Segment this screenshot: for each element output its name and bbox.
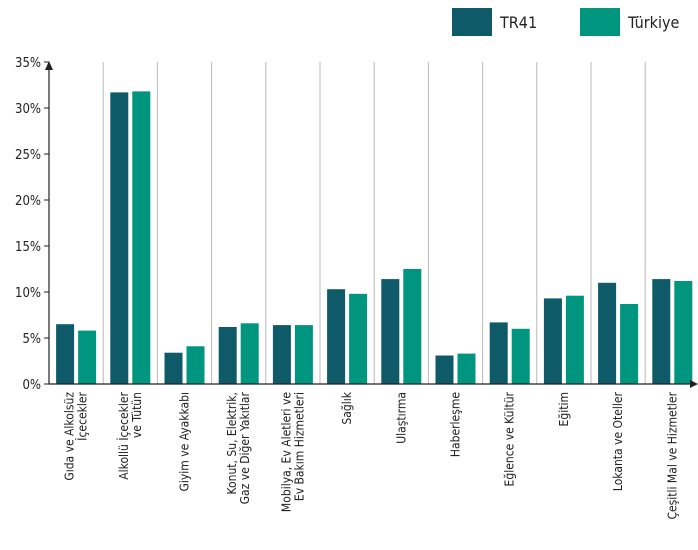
category-label-line: Konut, Su, Elektrik, (225, 392, 239, 494)
category-label-line: Giyim ve Ayakkabı (178, 392, 192, 492)
legend-swatch-tr41 (452, 8, 492, 36)
y-axis-arrow-icon (45, 61, 53, 70)
bar-türkiye-2 (186, 346, 205, 384)
y-tick-label: 15% (15, 240, 41, 255)
bar-türkiye-10 (620, 304, 639, 384)
grid-lines (102, 62, 646, 384)
bar-türkiye-9 (565, 295, 584, 384)
y-tick-label: 10% (15, 286, 41, 301)
category-label: Gıda ve Alkolsüzİçecekler (63, 391, 90, 480)
category-label: Eğlence ve Kültür (503, 391, 517, 486)
category-label: Lokanta ve Oteller (611, 391, 625, 491)
y-tick-label: 35% (15, 56, 41, 71)
y-tick-label: 25% (15, 148, 41, 163)
bar-tr41-6 (381, 279, 400, 384)
category-label-line: Eğitim (557, 392, 571, 426)
category-label-line: ve Tütün (130, 392, 144, 438)
bar-tr41-11 (652, 279, 671, 384)
bars (56, 91, 693, 385)
legend-label-tr41: TR41 (499, 13, 537, 32)
category-label-line: Gıda ve Alkolsüz (63, 392, 77, 481)
bar-türkiye-1 (132, 91, 151, 385)
bar-tr41-2 (164, 352, 183, 384)
y-tick-label: 30% (15, 102, 41, 117)
legend-label-türkiye: Türkiye (627, 13, 679, 32)
bar-türkiye-3 (240, 323, 259, 384)
category-label: Haberleşme (449, 392, 463, 457)
x-axis-arrow-icon (690, 380, 698, 388)
category-label: Ulaştırma (394, 392, 408, 444)
category-label: Sağlık (340, 391, 354, 424)
bar-tr41-8 (489, 322, 508, 384)
bar-tr41-10 (598, 282, 617, 384)
category-label-line: Eğlence ve Kültür (503, 391, 517, 486)
category-label-line: Ulaştırma (394, 392, 408, 444)
category-label-line: Ev Bakım Hizmetleri (292, 392, 306, 501)
category-label-line: Haberleşme (449, 392, 463, 457)
bar-türkiye-5 (349, 293, 368, 384)
category-label-line: Gaz ve Diğer Yakıtlar (238, 391, 252, 504)
category-label: Çeşitli Mal ve Hizmetler (665, 391, 679, 519)
category-label-line: Alkollü İçecekler (116, 391, 131, 479)
axes (44, 61, 698, 388)
y-tick-label: 0% (22, 378, 41, 393)
category-label: Alkollü İçeceklerve Tütün (116, 391, 144, 479)
bar-tr41-0 (56, 324, 75, 384)
bar-türkiye-8 (511, 328, 530, 384)
legend: TR41 Türkiye (452, 8, 679, 36)
bar-tr41-9 (543, 298, 562, 384)
category-label: Eğitim (557, 392, 571, 426)
bar-türkiye-0 (78, 330, 97, 384)
y-tick-labels: 0% 5% 10% 15% 20% 25% 30% 35% (15, 56, 41, 393)
x-category-labels: Gıda ve Alkolsüzİçecekler Alkollü İçecekl… (63, 391, 680, 519)
category-label-line: Sağlık (340, 391, 354, 424)
bar-tr41-1 (110, 92, 129, 385)
bar-türkiye-4 (294, 325, 313, 384)
y-tick-label: 5% (22, 332, 41, 347)
y-tick-label: 20% (15, 194, 41, 209)
category-label: Mobilya, Ev Aletleri veEv Bakım Hizmetle… (279, 392, 306, 512)
category-label-line: Çeşitli Mal ve Hizmetler (665, 391, 679, 519)
bar-tr41-3 (218, 327, 237, 384)
category-label: Giyim ve Ayakkabı (178, 392, 192, 492)
category-label: Konut, Su, Elektrik,Gaz ve Diğer Yakıtla… (225, 391, 252, 504)
bar-türkiye-7 (457, 353, 476, 384)
bar-tr41-7 (435, 355, 454, 384)
bar-türkiye-6 (403, 269, 422, 384)
bar-türkiye-11 (674, 281, 693, 384)
category-label-line: Lokanta ve Oteller (611, 391, 625, 491)
category-label-line: İçecekler (75, 391, 90, 440)
legend-swatch-türkiye (580, 8, 620, 36)
category-label-line: Mobilya, Ev Aletleri ve (279, 392, 293, 512)
bar-tr41-4 (272, 325, 291, 384)
bar-tr41-5 (327, 289, 346, 384)
